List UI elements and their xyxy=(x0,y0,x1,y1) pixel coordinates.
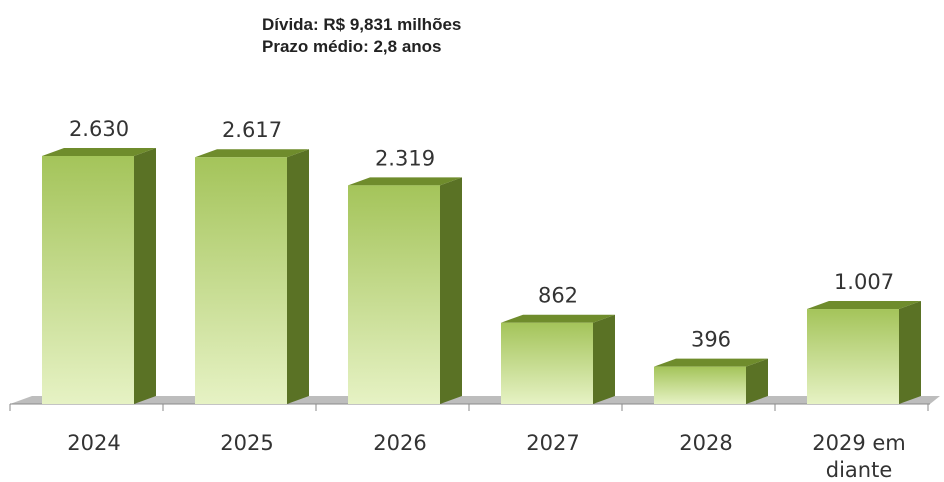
average-term-label: Prazo médio: 2,8 anos xyxy=(262,37,442,56)
bar-value-label: 862 xyxy=(538,284,578,308)
bar-side-face xyxy=(899,301,921,404)
bar-1 xyxy=(195,149,309,404)
bar-side-face xyxy=(440,177,462,404)
bar-value-label: 396 xyxy=(691,328,731,352)
x-tick-label: 2026 xyxy=(373,431,426,455)
bar-side-face xyxy=(746,358,768,404)
bar-top-face xyxy=(807,301,921,310)
bar-value-label: 2.319 xyxy=(375,146,435,170)
bar-top-face xyxy=(654,358,768,367)
bar-top-face xyxy=(42,148,156,156)
bar-front-face xyxy=(654,366,746,404)
labels-group: 2.630 2024 2.617 2025 2.319 2026 862 2027 396 202… xyxy=(67,117,905,482)
bar-top-face xyxy=(501,314,615,323)
x-tick-label: 2024 xyxy=(67,431,120,455)
bar-side-face xyxy=(287,149,309,404)
bar-5 xyxy=(807,301,921,404)
bar-2 xyxy=(348,177,462,404)
bars-group xyxy=(42,148,921,404)
bar-value-label: 2.630 xyxy=(69,117,129,141)
bar-top-face xyxy=(195,149,309,158)
chart-header: Dívida: R$ 9,831 milhões Prazo médio: 2,… xyxy=(262,14,461,58)
bar-0 xyxy=(42,148,156,404)
bar-value-label: 2.617 xyxy=(222,118,282,142)
bar-side-face xyxy=(593,314,615,404)
x-tick-label: 2025 xyxy=(220,431,273,455)
bar-front-face xyxy=(195,157,287,404)
bar-4 xyxy=(654,358,768,404)
bar-value-label: 1.007 xyxy=(834,270,894,294)
bar-front-face xyxy=(807,309,899,404)
bar-front-face xyxy=(42,156,134,404)
bar-front-face xyxy=(501,322,593,404)
bar-3 xyxy=(501,314,615,404)
bar-side-face xyxy=(134,148,156,404)
bar-top-face xyxy=(348,177,462,186)
x-tick-label: 2027 xyxy=(526,431,579,455)
bar-front-face xyxy=(348,185,440,404)
x-tick-label: 2028 xyxy=(679,431,732,455)
debt-total-label: Dívida: R$ 9,831 milhões xyxy=(262,15,462,34)
x-tick-label: 2029 em diante xyxy=(812,431,906,482)
